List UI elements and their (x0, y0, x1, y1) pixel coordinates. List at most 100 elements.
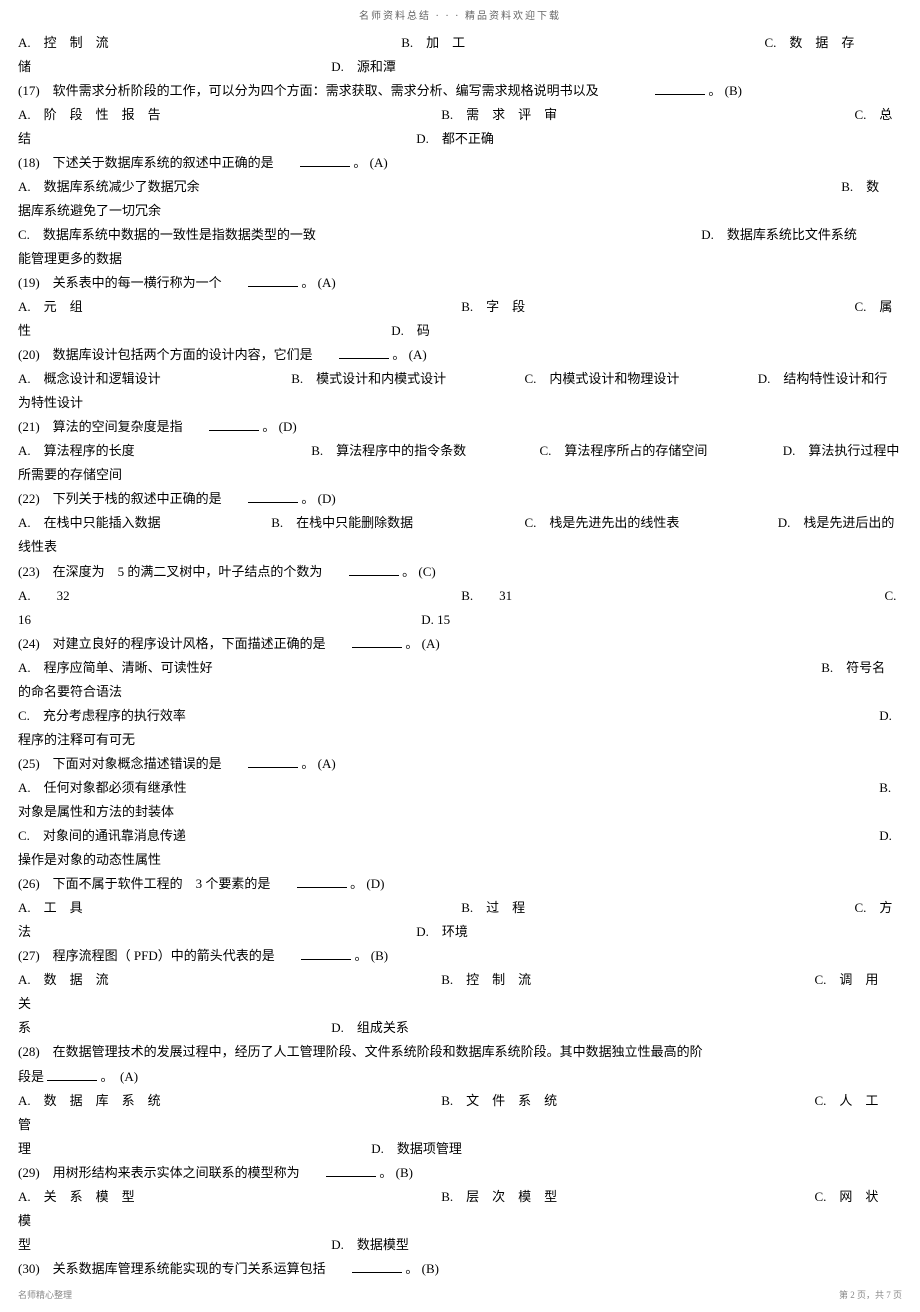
blank (248, 273, 298, 287)
opt-c-cont: 性 (18, 319, 388, 343)
q24-options-cd: C. 充分考虑程序的执行效率 D. (18, 704, 902, 728)
q21-stem: (21) 算法的空间复杂度是指 。 (D) (18, 415, 902, 439)
blank (352, 634, 402, 648)
page-header: 名师资料总结 · · · 精品资料欢迎下载 (18, 8, 902, 27)
stem-text: (19) 关系表中的每一横行称为一个 (18, 275, 222, 290)
answer: 。 (A) (405, 636, 439, 651)
answer: 。 (A) (101, 1069, 139, 1084)
blank (301, 946, 351, 960)
q25-options-ab: A. 任何对象都必须有继承性 B. (18, 776, 902, 800)
opt-b: B. 31 (461, 584, 881, 608)
q23-options-line2: 16 D. 15 (18, 608, 902, 632)
opt-a: A. 工 具 (18, 896, 458, 920)
answer: 。 (B) (708, 83, 742, 98)
blank (352, 1259, 402, 1273)
blank (326, 1163, 376, 1177)
opt-d: D. 算法执行过程中 (783, 443, 900, 458)
opt-d: D. 数据项管理 (371, 1141, 462, 1156)
opt-a: A. 控 制 流 (18, 31, 398, 55)
opt-b: B. 字 段 (461, 295, 851, 319)
q23-options-line1: A. 32 B. 31 C. (18, 584, 902, 608)
opt-d: D. 15 (421, 612, 450, 627)
opt-c-cont: 储 (18, 55, 328, 79)
q17-options-line1: A. 阶 段 性 报 告 B. 需 求 评 审 C. 总 (18, 103, 902, 127)
opt-a: A. 阶 段 性 报 告 (18, 103, 438, 127)
stem-text: (25) 下面对对象概念描述错误的是 (18, 756, 222, 771)
answer: 。 (A) (301, 275, 335, 290)
opt-b: B. 过 程 (461, 896, 851, 920)
opt-b: B. 层 次 模 型 (441, 1185, 811, 1209)
answer: 。 (D) (301, 491, 335, 506)
q20-options-line1: A. 概念设计和逻辑设计 B. 模式设计和内模式设计 C. 内模式设计和物理设计… (18, 367, 902, 391)
answer: 。 (C) (402, 564, 436, 579)
opt-c-cont: 16 (18, 608, 418, 632)
opt-c-cont: 法 (18, 920, 413, 944)
opt-c-cont: 结 (18, 127, 413, 151)
q24-d-cont: 程序的注释可有可无 (18, 728, 902, 752)
q16-options-line2: 储 D. 源和潭 (18, 55, 902, 79)
opt-d: D. 源和潭 (331, 59, 396, 74)
q26-options-line1: A. 工 具 B. 过 程 C. 方 (18, 896, 902, 920)
answer: 。 (D) (350, 876, 384, 891)
opt-b: B. 数 (841, 179, 879, 194)
q29-stem: (29) 用树形结构来表示实体之间联系的模型称为 。 (B) (18, 1161, 902, 1185)
opt-c: C. 对象间的通讯靠消息传递 (18, 824, 876, 848)
answer: 。 (A) (353, 155, 387, 170)
opt-b: B. 符号名 (821, 660, 885, 675)
q28-stem2: 段是 。 (A) (18, 1065, 902, 1089)
answer: 。 (B) (379, 1165, 413, 1180)
opt-d: D. (879, 708, 892, 723)
opt-c: C. 数 据 存 (765, 35, 855, 50)
opt-a: A. 关 系 模 型 (18, 1185, 438, 1209)
answer: 。 (B) (405, 1261, 439, 1276)
opt-d: D. 数据模型 (331, 1237, 409, 1252)
q24-b-cont: 的命名要符合语法 (18, 680, 902, 704)
footer-left: 名师精心整理 (18, 1287, 72, 1304)
q17-stem: (17) 软件需求分析阶段的工作，可以分为四个方面：需求获取、需求分析、编写需求… (18, 79, 902, 103)
stem-text: (24) 对建立良好的程序设计风格，下面描述正确的是 (18, 636, 326, 651)
opt-c-cont: 理 (18, 1137, 368, 1161)
opt-a: A. 算法程序的长度 (18, 439, 308, 463)
opt-d: D. 组成关系 (331, 1020, 409, 1035)
blank (339, 345, 389, 359)
blank (655, 81, 705, 95)
opt-d: D. 都不正确 (416, 131, 494, 146)
answer: 。 (A) (392, 347, 426, 362)
q22-stem: (22) 下列关于栈的叙述中正确的是 。 (D) (18, 487, 902, 511)
opt-c: C. 数据库系统中数据的一致性是指数据类型的一致 (18, 223, 698, 247)
q22-options-line1: A. 在栈中只能插入数据 B. 在栈中只能删除数据 C. 栈是先进先出的线性表 … (18, 511, 902, 535)
q16-options-line1: A. 控 制 流 B. 加 工 C. 数 据 存 (18, 31, 902, 55)
footer-right: 第 2 页，共 7 页 (839, 1287, 902, 1304)
q20-d-cont: 为特性设计 (18, 391, 902, 415)
q19-options-line2: 性 D. 码 (18, 319, 902, 343)
opt-a: A. 数 据 流 (18, 968, 438, 992)
opt-c-cont: 系 (18, 1016, 328, 1040)
q29-options-line2: 型 D. 数据模型 (18, 1233, 902, 1257)
opt-c: C. 充分考虑程序的执行效率 (18, 704, 876, 728)
q27-options-line1: A. 数 据 流 B. 控 制 流 C. 调 用 关 (18, 968, 902, 1016)
opt-c: C. (885, 588, 897, 603)
opt-b: B. 模式设计和内模式设计 (291, 367, 521, 391)
q24-options-ab: A. 程序应简单、清晰、可读性好 B. 符号名 (18, 656, 902, 680)
stem-text: (30) 关系数据库管理系统能实现的专门关系运算包括 (18, 1261, 326, 1276)
opt-c: C. 内模式设计和物理设计 (525, 367, 755, 391)
opt-a: A. 数 据 库 系 统 (18, 1089, 438, 1113)
opt-a: A. 在栈中只能插入数据 (18, 511, 268, 535)
stem-text: (21) 算法的空间复杂度是指 (18, 419, 183, 434)
q28-options-line1: A. 数 据 库 系 统 B. 文 件 系 统 C. 人 工 管 (18, 1089, 902, 1137)
opt-c: C. 方 (855, 900, 893, 915)
opt-d: D. 栈是先进后出的 (778, 515, 895, 530)
opt-d: D. 数据库系统比文件系统 (701, 227, 857, 242)
blank (297, 874, 347, 888)
opt-b: B. 加 工 (401, 31, 761, 55)
q28-options-line2: 理 D. 数据项管理 (18, 1137, 902, 1161)
q18-d-cont: 能管理更多的数据 (18, 247, 902, 271)
q25-d-cont: 操作是对象的动态性属性 (18, 848, 902, 872)
q28-stem: (28) 在数据管理技术的发展过程中，经历了人工管理阶段、文件系统阶段和数据库系… (18, 1040, 902, 1064)
opt-c: C. 属 (855, 299, 893, 314)
opt-b: B. 文 件 系 统 (441, 1089, 811, 1113)
opt-d: D. (879, 828, 892, 843)
stem-text: (17) 软件需求分析阶段的工作，可以分为四个方面：需求获取、需求分析、编写需求… (18, 83, 599, 98)
blank (248, 754, 298, 768)
opt-c: C. 算法程序所占的存储空间 (540, 439, 780, 463)
